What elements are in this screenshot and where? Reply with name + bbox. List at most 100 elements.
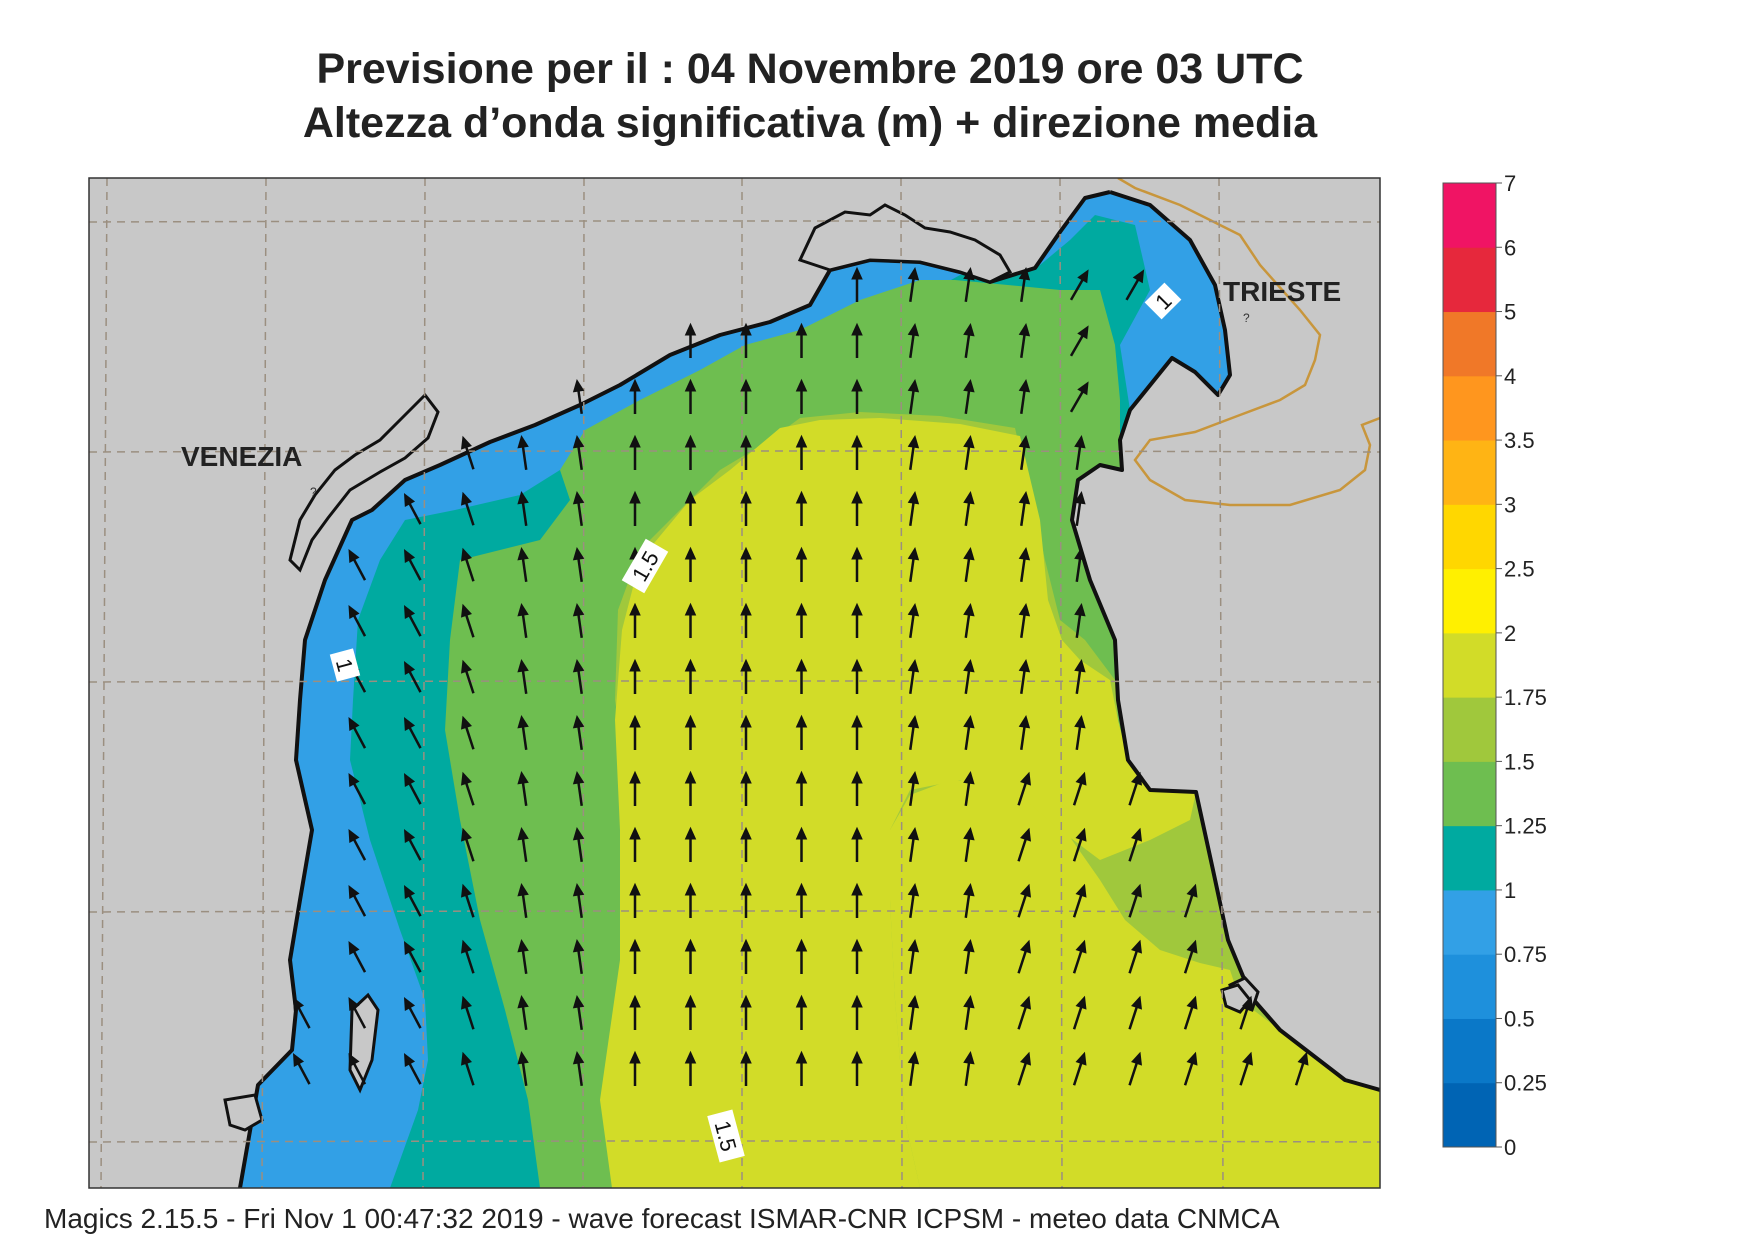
map-area: 1 1.5 1 1.5 VENEZIA TRIESTE ? ? (89, 178, 1380, 1188)
direction-arrow (1074, 714, 1086, 751)
croatian-coast-land (1072, 178, 1380, 1090)
direction-arrow (460, 827, 475, 862)
direction-arrow (403, 829, 422, 861)
direction-arrow (403, 717, 422, 749)
direction-arrow (1183, 883, 1198, 918)
colorbar-swatch (1443, 375, 1496, 441)
direction-arrow (629, 378, 641, 414)
direction-arrow (1018, 322, 1031, 359)
map-subtitle: Altezza d’onda significativa (m) + direz… (302, 99, 1318, 147)
sea-yellowgreen-region (890, 780, 1380, 1188)
direction-arrow (740, 882, 752, 918)
direction-arrow (1128, 827, 1143, 862)
direction-arrow (684, 938, 697, 974)
direction-arrow (684, 826, 697, 862)
direction-arrow (795, 434, 808, 470)
island-south-west (223, 1093, 264, 1132)
direction-arrow (517, 938, 529, 975)
contour-label-1-east: 1 (1144, 282, 1182, 320)
direction-arrow (795, 770, 808, 806)
direction-arrow (963, 826, 975, 863)
direction-arrow (684, 770, 697, 806)
direction-arrow (460, 1051, 475, 1086)
direction-arrow (963, 378, 975, 415)
direction-arrow (403, 549, 422, 581)
colorbar-swatch (1443, 1018, 1496, 1084)
direction-arrow (963, 658, 975, 695)
direction-arrow (740, 770, 752, 806)
direction-arrow (572, 770, 585, 807)
colorbar-tick-label: 1.25 (1504, 814, 1547, 839)
direction-arrow (1074, 546, 1086, 583)
direction-arrow (963, 322, 975, 359)
direction-arrow (1128, 939, 1143, 974)
direction-arrow (1018, 546, 1031, 583)
colorbar-tick-label: 4 (1504, 364, 1516, 389)
direction-arrow (740, 826, 752, 862)
direction-arrow (1069, 269, 1089, 301)
direction-arrow (460, 435, 475, 470)
direction-arrow (629, 826, 641, 862)
direction-arrow (684, 434, 697, 470)
direction-arrow (629, 490, 641, 526)
title-block: Previsione per il : 04 Novembre 2019 ore… (100, 42, 1520, 150)
direction-arrow (403, 941, 422, 973)
direction-arrow (1183, 939, 1198, 974)
direction-arrow (517, 546, 529, 583)
direction-arrow (795, 938, 808, 974)
direction-arrow (907, 994, 920, 1031)
marker-venezia: ? (310, 485, 317, 499)
direction-arrow (907, 490, 920, 527)
direction-arrow (740, 322, 752, 358)
direction-arrow (684, 658, 697, 694)
direction-arrow (629, 938, 641, 974)
direction-arrow (963, 1050, 975, 1087)
direction-arrow (907, 434, 920, 471)
direction-arrow (1128, 1051, 1143, 1086)
direction-arrow (1069, 325, 1089, 357)
direction-arrow (1072, 939, 1087, 974)
direction-arrow (572, 938, 585, 975)
direction-arrow (1018, 490, 1031, 527)
graticule (89, 178, 1380, 1188)
direction-arrow (1239, 1051, 1254, 1086)
direction-arrow (795, 826, 808, 862)
direction-arrow (740, 658, 752, 694)
direction-arrow (348, 717, 367, 749)
direction-arrow (851, 938, 863, 974)
grado-lagoon-outline (797, 203, 1013, 284)
direction-arrow (851, 266, 863, 302)
direction-arrow (572, 882, 585, 919)
direction-arrow (684, 994, 697, 1030)
direction-arrow (851, 602, 863, 638)
colorbar-swatch (1443, 247, 1496, 313)
direction-arrow (460, 659, 475, 694)
colorbar-swatch (1443, 504, 1496, 570)
direction-arrow (851, 378, 863, 414)
direction-arrow (795, 602, 808, 638)
direction-arrow (572, 658, 585, 695)
colorbar-swatch (1443, 1082, 1496, 1148)
colorbar-swatch (1443, 761, 1496, 827)
colorbar-tick-label: 1.75 (1504, 685, 1547, 710)
colorbar-tick-label: 0.75 (1504, 942, 1547, 967)
direction-arrow (403, 1053, 422, 1085)
direction-arrow (851, 490, 863, 526)
direction-arrow (629, 770, 641, 806)
direction-arrow (572, 490, 585, 527)
direction-arrow (403, 997, 422, 1029)
direction-arrow (1017, 995, 1032, 1030)
direction-arrow (460, 771, 475, 806)
direction-arrow (460, 883, 475, 918)
direction-arrow (1183, 995, 1198, 1030)
colorbar-tick-label: 1.5 (1504, 749, 1535, 774)
direction-arrow (572, 602, 585, 639)
colorbar-tick-label: 6 (1504, 235, 1516, 260)
direction-arrow (460, 491, 475, 526)
direction-arrow (907, 378, 920, 415)
direction-arrow (963, 434, 975, 471)
direction-arrow (740, 994, 752, 1030)
colorbar-tick-label: 0.5 (1504, 1006, 1535, 1031)
direction-arrow (907, 1050, 920, 1087)
colorbar-tick-label: 3 (1504, 492, 1516, 517)
